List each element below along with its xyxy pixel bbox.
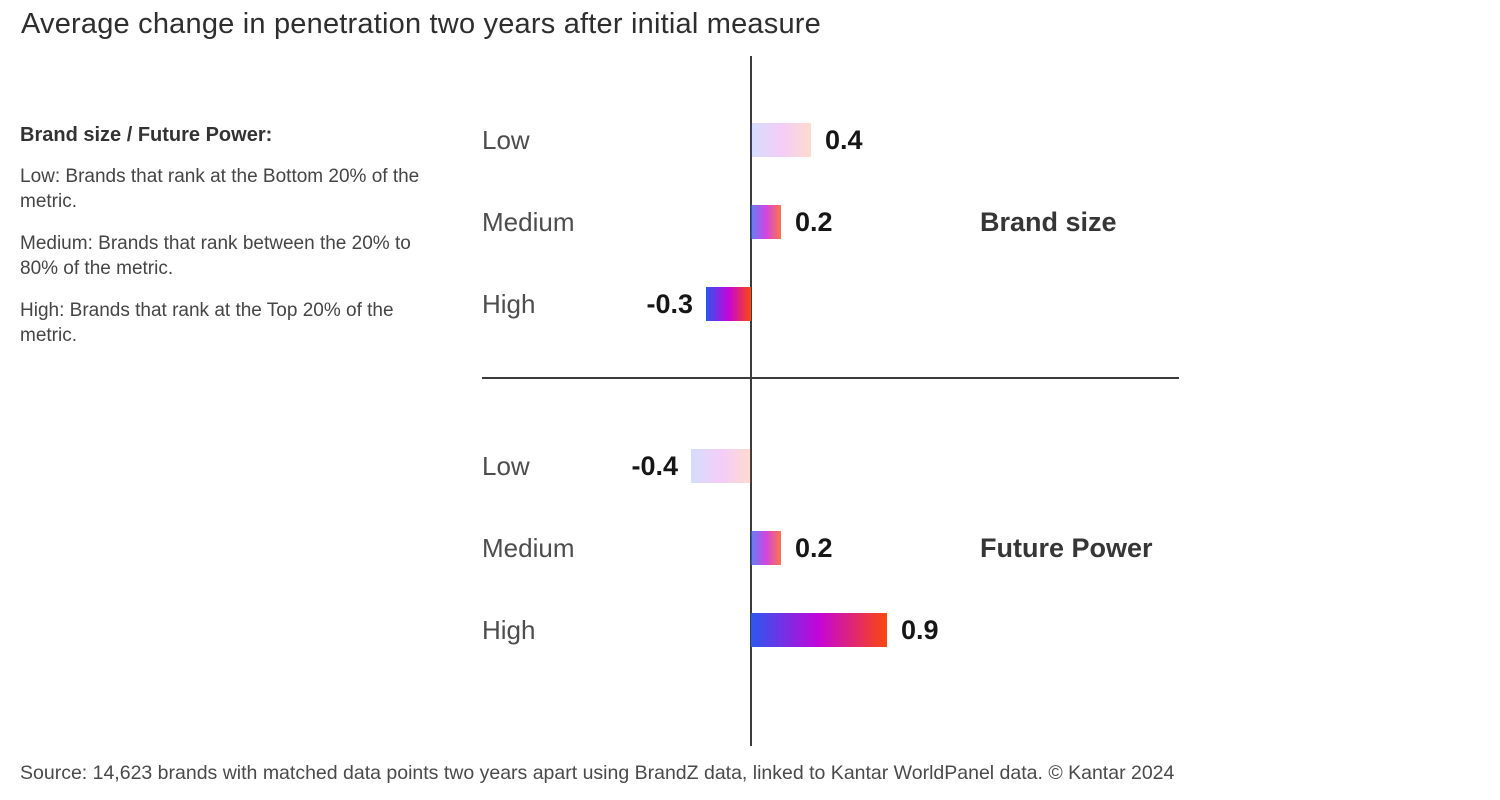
- group-label-brand-size: Brand size: [980, 207, 1117, 237]
- legend-definition: Brands that rank at the Top 20% of the m…: [20, 300, 394, 346]
- group-divider-line: [482, 377, 1179, 379]
- value-label: -0.4: [631, 451, 678, 481]
- bar: [691, 449, 751, 483]
- category-label: Medium: [482, 533, 575, 563]
- bar: [751, 123, 811, 157]
- bar: [706, 287, 751, 321]
- legend-item-medium: Medium: Brands that rank between the 20%…: [20, 231, 425, 281]
- legend-heading: Brand size / Future Power:: [20, 124, 273, 146]
- bar: [751, 531, 781, 565]
- legend-panel: Brand size / Future Power: Low: Brands t…: [20, 124, 425, 365]
- legend-item-low: Low: Brands that rank at the Bottom 20% …: [20, 164, 425, 214]
- group-label-future-power: Future Power: [980, 533, 1153, 563]
- page-title: Average change in penetration two years …: [21, 8, 821, 40]
- value-label: -0.3: [646, 289, 693, 319]
- legend-term: High:: [20, 300, 65, 321]
- category-label: Low: [482, 451, 530, 481]
- value-label: 0.4: [825, 125, 863, 155]
- value-label: 0.2: [795, 533, 833, 563]
- bar: [751, 613, 887, 647]
- legend-definition: Brands that rank between the 20% to 80% …: [20, 233, 411, 279]
- zero-axis-line: [750, 56, 752, 746]
- bar: [751, 205, 781, 239]
- legend-item-high: High: Brands that rank at the Top 20% of…: [20, 298, 425, 348]
- legend-term: Medium:: [20, 233, 93, 254]
- category-label: High: [482, 615, 536, 645]
- legend-definition: Brands that rank at the Bottom 20% of th…: [20, 166, 420, 212]
- category-label: High: [482, 289, 536, 319]
- category-label: Medium: [482, 207, 575, 237]
- legend-term: Low:: [20, 166, 61, 187]
- category-label: Low: [482, 125, 530, 155]
- value-label: 0.9: [901, 615, 939, 645]
- source-note: Source: 14,623 brands with matched data …: [20, 762, 1175, 784]
- value-label: 0.2: [795, 207, 833, 237]
